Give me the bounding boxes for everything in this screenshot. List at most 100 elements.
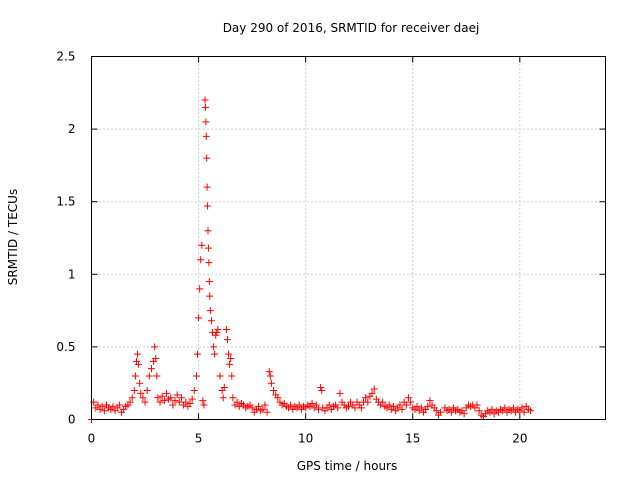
data-point [205, 278, 213, 286]
data-point [398, 405, 406, 413]
data-point [357, 404, 365, 412]
data-point [152, 355, 160, 363]
data-point [318, 386, 326, 394]
data-point [171, 397, 179, 405]
data-point [206, 292, 214, 300]
data-point [223, 336, 231, 344]
chart-title: Day 290 of 2016, SRMTID for receiver dae… [223, 21, 480, 35]
data-point [115, 401, 123, 409]
data-point [259, 405, 267, 413]
data-point [199, 397, 207, 405]
y-tick-label: 0 [68, 413, 76, 427]
x-tick-label: 15 [405, 432, 420, 446]
data-point [460, 410, 468, 418]
axis-tick-labels: 0 0.5 1 1.5 2 2.5 0 5 10 15 20 [56, 50, 527, 446]
data-point [160, 397, 168, 405]
data-point [203, 154, 211, 162]
data-point [447, 408, 455, 416]
data-point [204, 202, 212, 210]
data-point [188, 395, 196, 403]
data-point [424, 402, 432, 410]
data-point [520, 408, 528, 416]
data-point [203, 183, 211, 191]
data-point [404, 394, 412, 402]
data-point [201, 96, 209, 104]
data-point [205, 259, 213, 267]
y-axis-label: SRMTID / TECUs [6, 189, 20, 285]
data-point [139, 394, 147, 402]
data-point [417, 404, 425, 412]
data-point [204, 227, 212, 235]
data-point [153, 372, 161, 380]
data-point [426, 397, 434, 405]
data-point [156, 398, 164, 406]
data-point [173, 391, 181, 399]
data-point [226, 360, 234, 368]
y-tick-label: 1 [68, 267, 76, 281]
data-point [194, 350, 202, 358]
data-point [214, 325, 222, 333]
axis-ticks [91, 56, 606, 420]
y-tick-label: 1.5 [56, 195, 75, 209]
data-point [145, 372, 153, 380]
data-point [109, 402, 117, 410]
data-point [255, 402, 263, 410]
data-point [385, 401, 393, 409]
data-point [216, 372, 224, 380]
data-point [94, 401, 102, 409]
data-point [407, 398, 415, 406]
data-point [362, 394, 370, 402]
data-point [135, 360, 143, 368]
data-point [131, 372, 139, 380]
data-point [211, 350, 219, 358]
data-point [370, 385, 378, 393]
data-point [126, 398, 134, 406]
data-point [201, 103, 209, 111]
y-tick-label: 2 [68, 122, 76, 136]
x-axis-label: GPS time / hours [297, 459, 398, 473]
data-point [389, 402, 397, 410]
data-point [325, 401, 333, 409]
data-point [197, 256, 205, 264]
data-point [261, 401, 269, 409]
data-point [473, 401, 481, 409]
data-point [248, 404, 256, 412]
data-point [274, 394, 282, 402]
data-point [196, 285, 204, 293]
x-tick-label: 10 [298, 432, 313, 446]
data-point [202, 118, 210, 126]
data-point [100, 407, 108, 415]
data-point [295, 401, 303, 409]
data-point [402, 401, 410, 409]
data-point [147, 365, 155, 373]
data-point [317, 384, 325, 392]
data-point [169, 401, 177, 409]
data-point [509, 404, 517, 412]
y-tick-label: 2.5 [56, 50, 75, 64]
data-point [518, 404, 526, 412]
data-point [267, 379, 275, 387]
data-point [413, 402, 421, 410]
data-point [158, 392, 166, 400]
data-point [200, 401, 208, 409]
data-point [228, 372, 236, 380]
data-point [177, 394, 185, 402]
data-point [202, 132, 210, 140]
data-point [345, 402, 352, 410]
data-point [204, 244, 212, 252]
data-point [334, 404, 342, 412]
data-point [488, 405, 496, 413]
data-point [130, 386, 138, 394]
data-point [206, 307, 214, 315]
data-point [162, 389, 170, 397]
data-point [312, 401, 320, 409]
data-point [475, 407, 483, 415]
data-point [186, 400, 194, 408]
data-point [212, 331, 220, 339]
data-point [213, 328, 221, 336]
data-point [265, 368, 273, 376]
data-point [207, 317, 215, 325]
data-point [167, 394, 175, 402]
x-tick-label: 0 [88, 432, 96, 446]
data-point [98, 402, 106, 410]
